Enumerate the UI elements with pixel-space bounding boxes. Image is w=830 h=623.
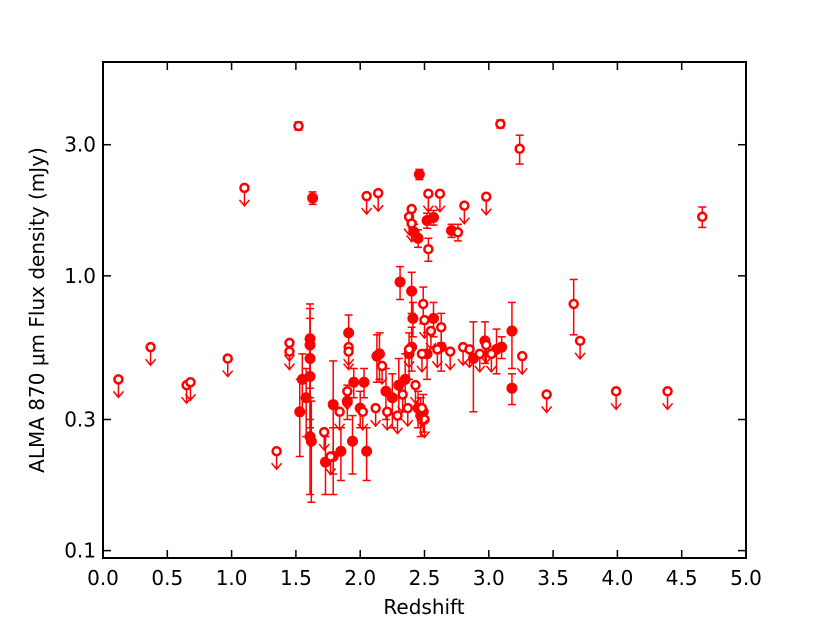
y-axis-label: ALMA 870 μm Flux density (mJy) — [25, 147, 49, 473]
point — [516, 350, 528, 362]
point — [464, 344, 475, 355]
point — [372, 187, 384, 199]
point — [568, 298, 579, 310]
point — [361, 190, 372, 202]
x-tick-label: 5.0 — [730, 566, 762, 590]
x-axis-label: Redshift — [383, 595, 464, 619]
point — [506, 325, 518, 337]
y-tick-label: 3.0 — [64, 133, 96, 157]
point — [452, 227, 464, 238]
point — [444, 346, 456, 357]
point — [402, 402, 414, 414]
point — [407, 312, 419, 324]
point — [284, 346, 295, 357]
point — [284, 337, 295, 349]
point — [335, 445, 347, 457]
point — [271, 445, 282, 457]
point — [506, 382, 518, 394]
point — [697, 211, 708, 223]
point — [343, 346, 354, 357]
x-tick-label: 0.0 — [87, 566, 119, 590]
point — [662, 386, 673, 397]
point — [495, 118, 506, 130]
point — [318, 426, 330, 438]
point — [305, 435, 317, 447]
x-tick-label: 3.5 — [537, 566, 569, 590]
x-tick-label: 4.0 — [601, 566, 633, 590]
point — [406, 285, 418, 297]
x-tick-label: 1.5 — [280, 566, 312, 590]
point — [480, 191, 492, 202]
x-tick-label: 2.0 — [344, 566, 376, 590]
point — [425, 325, 437, 337]
point — [428, 312, 440, 324]
point — [610, 386, 622, 397]
point — [357, 406, 369, 418]
point — [480, 339, 492, 351]
point — [416, 402, 428, 414]
point — [496, 341, 508, 353]
y-tick-label: 1.0 — [64, 264, 96, 288]
point — [342, 386, 353, 397]
x-tick-label: 2.5 — [409, 566, 441, 590]
point — [574, 335, 586, 347]
point — [145, 341, 156, 353]
point — [417, 298, 429, 310]
point — [346, 435, 358, 447]
point — [325, 451, 336, 462]
y-tick-label: 0.3 — [64, 408, 96, 432]
x-tick-label: 0.5 — [151, 566, 183, 590]
point — [413, 168, 425, 180]
point — [428, 212, 440, 224]
point — [222, 353, 233, 364]
point — [239, 182, 250, 194]
point — [435, 321, 447, 333]
point — [293, 120, 304, 132]
point — [394, 276, 406, 288]
point — [373, 348, 385, 360]
point — [403, 344, 415, 355]
point — [334, 406, 345, 418]
point — [392, 410, 403, 421]
point — [358, 376, 370, 388]
point — [423, 188, 434, 199]
plot-frame — [102, 61, 747, 559]
point — [410, 379, 421, 391]
point — [406, 218, 417, 229]
point — [474, 348, 486, 360]
point — [185, 376, 196, 388]
point — [486, 348, 497, 360]
point — [327, 399, 339, 411]
point — [423, 243, 434, 255]
point — [434, 188, 446, 199]
point — [343, 327, 355, 339]
point — [381, 406, 393, 418]
x-tick-label: 3.0 — [473, 566, 505, 590]
point — [361, 445, 373, 457]
point — [113, 374, 124, 385]
point — [370, 402, 381, 414]
point — [386, 392, 398, 404]
point — [416, 348, 428, 360]
point — [376, 360, 388, 372]
point — [432, 344, 443, 355]
point — [406, 203, 417, 215]
point — [514, 143, 525, 155]
y-tick-label: 0.1 — [64, 539, 96, 563]
x-tick-label: 1.0 — [216, 566, 248, 590]
point — [294, 406, 306, 418]
x-tick-label: 4.5 — [666, 566, 698, 590]
point — [419, 314, 430, 326]
point — [307, 192, 319, 204]
point — [380, 385, 392, 397]
point — [541, 389, 552, 400]
point — [397, 389, 408, 400]
point — [459, 200, 470, 211]
